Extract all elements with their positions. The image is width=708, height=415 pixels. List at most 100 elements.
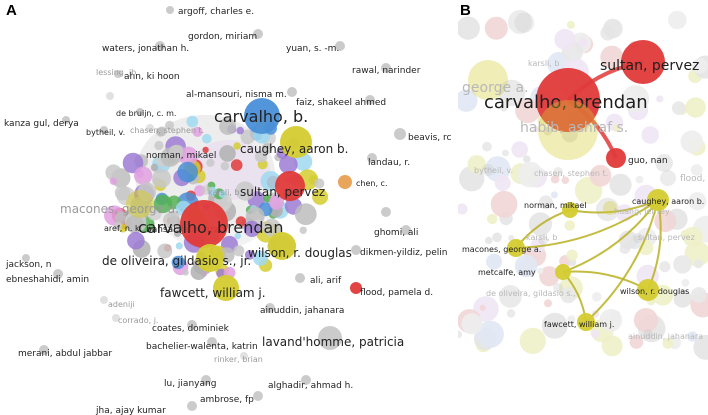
node-bytheil-v[interactable]: bytheil, v. [474,164,513,176]
node-fawcett-william-j[interactable]: fawcett, william j. [160,275,266,301]
node-circle[interactable] [112,314,120,322]
node-circle[interactable] [201,375,211,385]
node-norman-mikael[interactable]: norman, mikael [524,201,587,218]
node-circle[interactable] [394,128,406,140]
node-carvalho-brendan[interactable]: carvalho, brendan [484,68,648,132]
node-karsli-b[interactable]: karsli, b [526,233,557,245]
node-lavand-homme-patricia[interactable]: lavand'homme, patricia [262,326,404,350]
node-circle[interactable] [265,303,275,313]
node-circle[interactable] [562,202,578,218]
node-chasen-stephen-t[interactable]: chasen, stephen t. [130,124,204,135]
node-circle[interactable] [553,283,563,293]
node-ali-arif[interactable]: ali, arif [295,273,342,286]
node-circle[interactable] [126,190,154,218]
node-circle[interactable] [22,254,30,262]
node-circle[interactable] [114,222,122,230]
node-fawcett-william-j[interactable]: fawcett, william j. [544,313,614,331]
node-circle[interactable] [660,170,676,186]
node-circle[interactable] [401,225,411,235]
node-circle[interactable] [268,232,296,260]
node-karsli-b[interactable]: karsli, b [508,10,559,68]
node-carvalho-b[interactable]: carvalho, b. [214,98,308,134]
node-circle[interactable] [287,87,297,97]
node-caughey-aaron-b[interactable]: caughey, aaron b. [632,189,704,211]
node-landau-r[interactable]: landau, r. [367,153,410,168]
node-argoff-charles-e[interactable]: argoff, charles e. [166,6,254,17]
node-circle[interactable] [62,116,70,124]
node-circle[interactable] [603,201,617,215]
node-aref-n-k[interactable]: aref, n. k. [104,222,142,233]
node-circle[interactable] [166,6,174,14]
node-circle[interactable] [381,207,391,217]
node-ghomi-ali[interactable]: ghomi, ali [374,225,418,238]
node-coates-dominiek[interactable]: coates, dominiek [152,320,230,334]
node-circle[interactable] [538,235,548,245]
node-de-oliveira-gildasio-s-jr[interactable]: de oliveira, gildasio s., jr. [102,244,251,272]
node-jackson-n[interactable]: jackson, n [5,254,52,270]
node-circle[interactable] [201,185,211,195]
node-chen-c[interactable]: chen, c. [338,175,388,189]
node-wilson-r-douglas[interactable]: wilson, r. douglas [248,232,352,260]
node-de-bruijn-c-m[interactable]: de bruijn, c. m. [116,108,176,118]
node-circle[interactable] [507,239,525,257]
node-corrado-j[interactable]: corrado, j. [112,314,158,325]
node-circle[interactable] [350,282,362,294]
node-metcalfe-amy[interactable]: metcalfe, amy [478,264,571,280]
node-adeniji[interactable]: adeniji [100,296,135,309]
node-rawal-narinder[interactable]: rawal, narinder [352,63,421,76]
node-caughey-aaron-b[interactable]: caughey, aaron b. [240,126,348,158]
node-george-a[interactable]: george a. [462,60,529,100]
node-chasen-stephen-t[interactable]: chasen, stephen t. [534,167,608,178]
node-flood-pamela-d[interactable]: flood, pamela d. [350,282,433,298]
node-circle[interactable] [53,269,63,279]
node-circle[interactable] [606,148,626,168]
node-ainuddin-jahanara[interactable]: ainuddin, jahanara [628,329,703,341]
node-circle[interactable] [482,164,494,176]
node-lessing-jb[interactable]: lessing, jb [96,68,136,100]
node-circle[interactable] [555,264,571,280]
node-circle[interactable] [253,391,263,401]
node-circle[interactable] [114,70,122,78]
node-circle[interactable] [187,401,197,411]
node-circle[interactable] [318,326,342,350]
node-waters-jonathan-h[interactable]: waters, jonathan h. [102,41,189,54]
node-circle[interactable] [553,167,563,177]
node-merani-abdul-jabbar[interactable]: merani, abdul jabbar [18,345,112,359]
node-kanza-gul-derya[interactable]: kanza gul, derya [4,116,79,129]
node-yuan-s-m[interactable]: yuan, s. -m. [286,41,345,54]
node-jha-ajay-kumar[interactable]: jha, ajay kumar [95,401,197,415]
node-ebneshahidi-amin[interactable]: ebneshahidi, amin [6,269,89,285]
node-circle[interactable] [136,108,144,116]
node-circle[interactable] [536,68,600,132]
node-circle[interactable] [146,124,154,132]
node-circle[interactable] [647,189,669,211]
node-circle[interactable] [637,279,659,301]
node-lu-jianyang[interactable]: lu, jianyang [164,375,216,389]
node-circle[interactable] [367,153,377,163]
node-habib-ashraf-s[interactable]: habib, ashraf s. [520,100,628,160]
node-circle[interactable] [633,233,643,243]
node-macones-george-a[interactable]: macones, george a. [60,190,179,218]
node-ahn-ki-hoon[interactable]: ahn, ki hoon [114,70,180,82]
node-circle[interactable] [196,244,224,272]
node-circle[interactable] [39,345,49,355]
node-wilson-r-douglas[interactable]: wilson, r. douglas [620,279,689,301]
node-beavis-rc[interactable]: beavis, rc [394,128,452,143]
node-sultan-pervez[interactable]: sultan, pervez [633,233,695,243]
node-circle[interactable] [381,63,391,73]
node-ambrose-fp[interactable]: ambrose, fp [200,391,263,405]
node-circle[interactable] [538,100,598,160]
node-circle[interactable] [643,329,653,339]
node-circle[interactable] [338,175,352,189]
node-circle[interactable] [351,245,361,255]
node-faiz-shakeel-ahmed[interactable]: faiz, shakeel ahmed [296,95,386,108]
node-circle[interactable] [180,200,228,248]
node-circle[interactable] [577,313,595,331]
node-circle[interactable] [100,126,108,134]
node-sultan-pervez[interactable]: sultan, pervez [240,171,325,201]
node-gordon-miriam[interactable]: gordon, miriam [188,29,263,42]
node-al-mansouri-nisma-m[interactable]: al-mansouri, nisma m. [186,87,297,100]
node-flood[interactable]: flood, [660,170,705,186]
node-circle[interactable] [207,337,217,347]
node-ainuddin-jahanara[interactable]: ainuddin, jahanara [260,303,344,316]
